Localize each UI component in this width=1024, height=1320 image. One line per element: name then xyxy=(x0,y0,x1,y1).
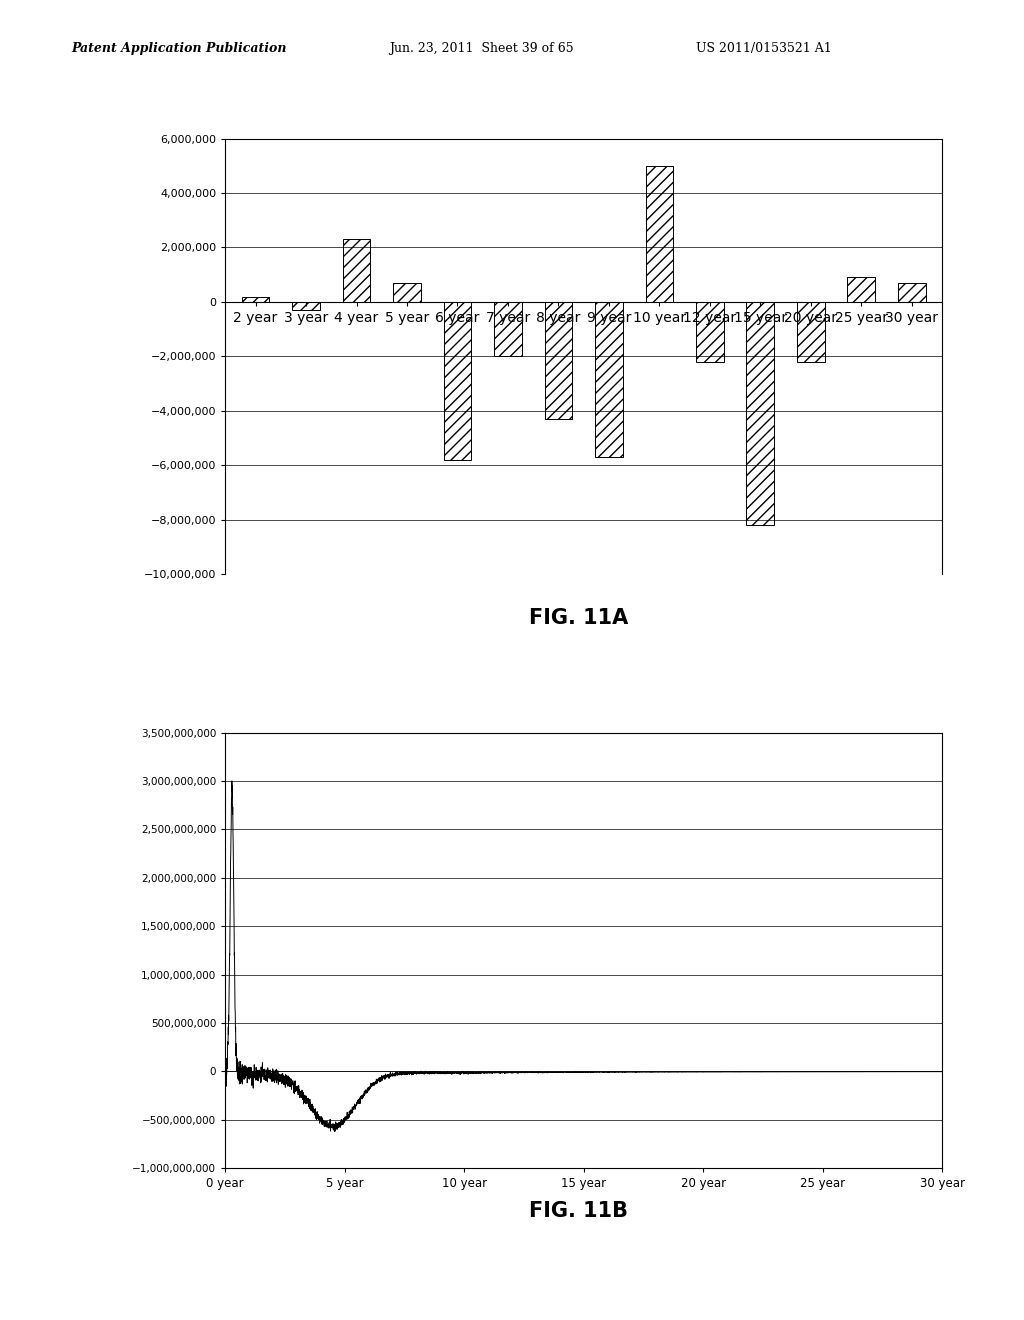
Bar xyxy=(545,302,572,418)
Bar xyxy=(746,302,774,525)
Text: FIG. 11A: FIG. 11A xyxy=(529,609,628,628)
Bar xyxy=(494,302,522,356)
Bar xyxy=(797,302,824,362)
Bar xyxy=(848,277,876,302)
Bar xyxy=(645,166,674,302)
Text: Jun. 23, 2011  Sheet 39 of 65: Jun. 23, 2011 Sheet 39 of 65 xyxy=(389,42,573,55)
Bar xyxy=(343,239,371,302)
Text: FIG. 11B: FIG. 11B xyxy=(529,1201,628,1221)
Bar xyxy=(242,297,269,302)
Bar xyxy=(595,302,623,457)
Bar xyxy=(393,282,421,302)
Bar xyxy=(443,302,471,459)
Bar xyxy=(292,302,319,310)
Bar xyxy=(696,302,724,362)
Text: Patent Application Publication: Patent Application Publication xyxy=(72,42,287,55)
Text: US 2011/0153521 A1: US 2011/0153521 A1 xyxy=(696,42,833,55)
Bar xyxy=(898,282,926,302)
